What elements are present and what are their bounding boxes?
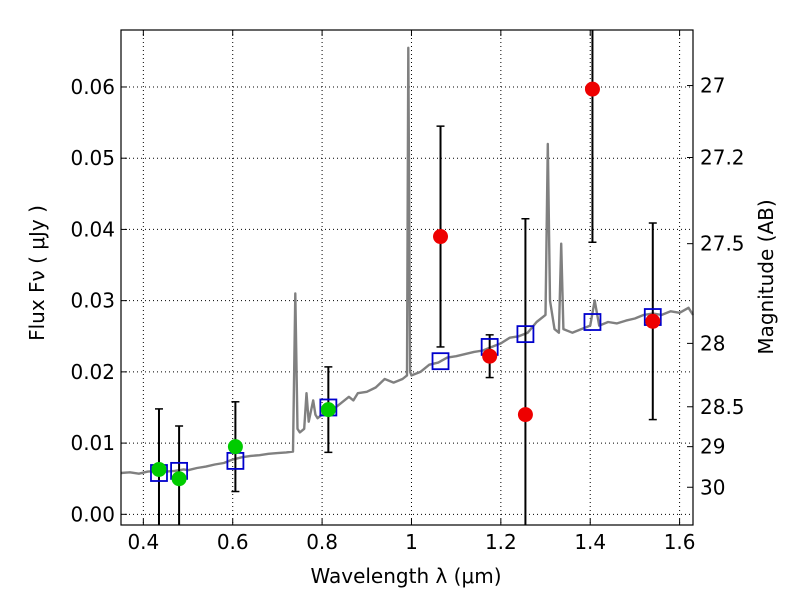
model-band-square <box>583 313 602 331</box>
x-axis-title: Wavelength λ (μm) <box>310 564 501 588</box>
data-markers <box>150 81 662 487</box>
sed-line-path <box>120 46 695 475</box>
model-sed-line <box>120 46 695 475</box>
model-band-square <box>516 325 535 344</box>
x-tick-label: 0.4 <box>127 530 159 554</box>
y-tick-label: 0.06 <box>70 75 115 99</box>
model-band-square <box>431 352 450 371</box>
y-right-tick-label: 27 <box>700 74 725 98</box>
y-right-tick-label: 29 <box>700 435 725 459</box>
photometry-point <box>433 229 449 245</box>
y-right-tick-label: 27.2 <box>700 145 745 169</box>
y-axis-right-title: Magnitude (AB) <box>754 199 778 354</box>
x-tick-label: 1.6 <box>664 530 696 554</box>
x-tick-label: 1.4 <box>574 530 606 554</box>
y-tick-label: 0.04 <box>70 217 115 241</box>
y-tick-label: 0.01 <box>70 431 115 455</box>
y-right-tick-label: 30 <box>700 475 725 499</box>
y-right-tick-label: 28.5 <box>700 395 745 419</box>
y-tick-label: 0.03 <box>70 289 115 313</box>
photometry-point <box>482 348 498 364</box>
x-axis-ticks: 0.4 0.6 0.8 1 1.2 1.4 1.6 <box>127 30 696 554</box>
x-tick-label: 1.2 <box>485 530 517 554</box>
y-tick-label: 0.00 <box>70 502 115 526</box>
photometry-point <box>151 461 167 477</box>
photometry-point <box>645 313 661 329</box>
y-axis-ticks: 0.00 0.01 0.02 0.03 0.04 0.05 0.06 <box>70 75 127 526</box>
plot-frame <box>120 29 694 526</box>
y-tick-label: 0.02 <box>70 360 115 384</box>
photometry-point <box>320 402 336 418</box>
y-right-tick-label: 27.5 <box>700 232 745 256</box>
x-tick-label: 0.8 <box>306 530 338 554</box>
x-tick-label: 0.6 <box>217 530 249 554</box>
photometry-point <box>517 407 533 423</box>
photometry-point <box>227 439 243 455</box>
y-axis-title: Flux Fν ( μJy ) <box>25 205 49 341</box>
x-tick-label: 1 <box>405 530 418 554</box>
y-tick-label: 0.05 <box>70 146 115 170</box>
photometry-point <box>584 81 600 97</box>
y-right-tick-label: 28 <box>700 331 725 355</box>
y-axis-right-ticks: 27 27.2 27.5 28 28.5 29 30 <box>687 74 745 499</box>
photometry-point <box>171 471 187 487</box>
